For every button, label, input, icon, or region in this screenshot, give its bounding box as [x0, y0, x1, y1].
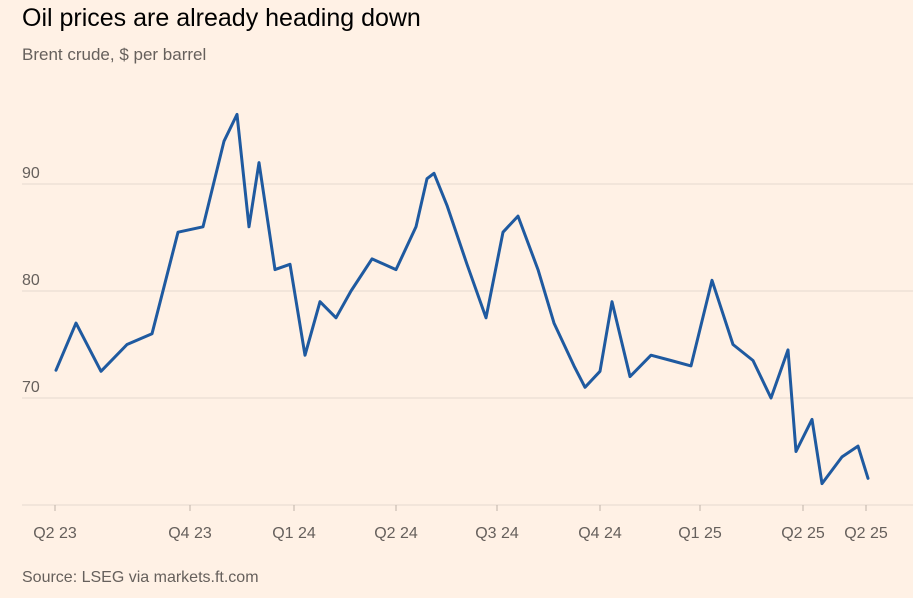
x-tick-label: Q2 24: [374, 525, 418, 542]
chart-subtitle: Brent crude, $ per barrel: [22, 45, 207, 64]
x-tick-label: Q2 23: [33, 525, 77, 542]
x-tick-label: Q2 25: [781, 525, 825, 542]
axes: 70 80 90 Q2 23 Q4 23 Q1 24 Q2 24 Q3 24 Q4 24 Q1 2…: [22, 165, 913, 542]
chart-title: Oil prices are already heading down: [22, 4, 421, 32]
gridlines: [22, 183, 913, 399]
x-tick-label: Q2 25: [844, 525, 888, 542]
x-tick-label: Q1 24: [272, 525, 316, 542]
x-tick-label: Q1 25: [678, 525, 722, 542]
x-tick-label: Q4 24: [578, 525, 622, 542]
y-tick-label: 80: [22, 272, 40, 289]
source-note: Source: LSEG via markets.ft.com: [22, 569, 259, 586]
series-line-brent: [54, 112, 870, 486]
y-tick-label: 90: [22, 165, 40, 182]
series: [54, 112, 870, 486]
y-tick-label: 70: [22, 379, 40, 396]
x-tick-label: Q3 24: [475, 525, 519, 542]
x-tick-label: Q4 23: [168, 525, 212, 542]
